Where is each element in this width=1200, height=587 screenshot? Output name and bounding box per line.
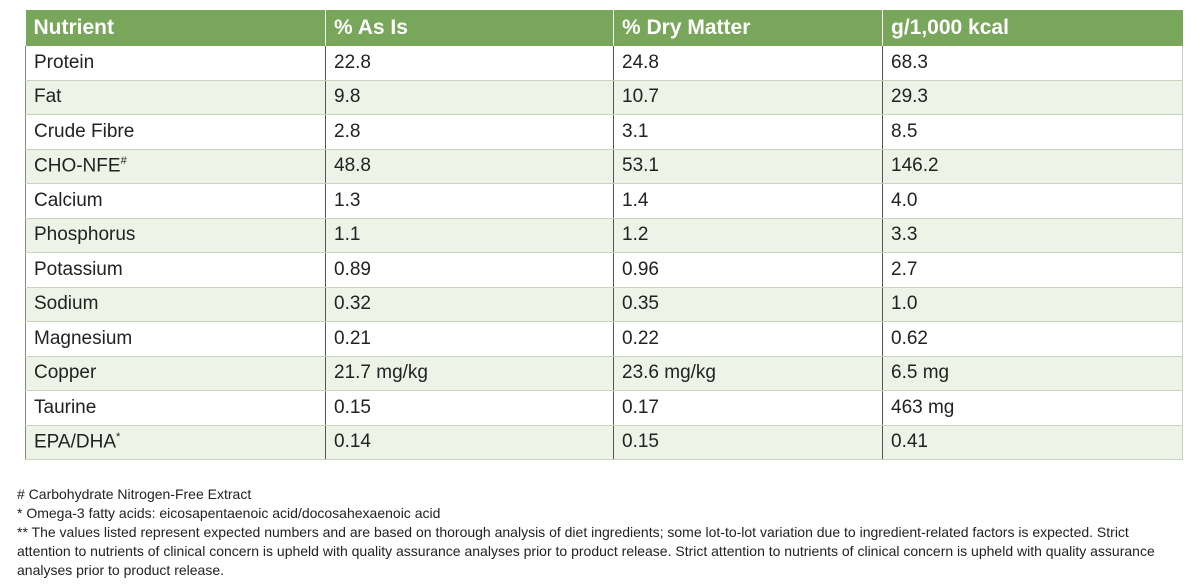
value-cell: 6.5 mg	[882, 356, 1183, 391]
nutrient-name: Phosphorus	[34, 224, 136, 246]
value-cell: 0.96	[613, 252, 883, 288]
value-cell: 0.89	[325, 252, 614, 288]
value-cell: 22.8	[325, 46, 614, 81]
nutrient-name: Taurine	[34, 396, 97, 418]
value-cell: 68.3	[882, 46, 1183, 81]
value-cell: 8.5	[882, 114, 1183, 150]
nutrient-cell: Calcium	[25, 183, 326, 219]
value-cell: 1.1	[325, 218, 614, 253]
nutrient-name: Protein	[34, 51, 95, 73]
table-row: Magnesium 0.21 0.22 0.62	[25, 321, 1183, 357]
value-cell: 1.0	[882, 287, 1183, 322]
nutrient-cell: EPA/DHA*	[25, 425, 326, 460]
footnote-marker: #	[120, 155, 127, 168]
nutrient-cell: Phosphorus	[25, 218, 326, 253]
value-cell: 463 mg	[882, 390, 1183, 426]
nutrient-cell: Taurine	[25, 390, 326, 426]
value-cell: 53.1	[613, 149, 883, 184]
nutrient-cell: Crude Fibre	[25, 114, 326, 150]
value-cell: 48.8	[325, 149, 614, 184]
nutrient-name: Fat	[34, 86, 62, 108]
value-cell: 0.41	[882, 425, 1183, 460]
value-cell: 1.3	[325, 183, 614, 219]
table-row: Fat 9.8 10.7 29.3	[25, 80, 1183, 115]
value-cell: 3.1	[613, 114, 883, 150]
nutrient-name: Potassium	[34, 258, 123, 280]
table-row: CHO-NFE# 48.8 53.1 146.2	[25, 149, 1183, 184]
value-cell: 1.2	[613, 218, 883, 253]
header-cell: g/1,000 kcal	[882, 10, 1183, 46]
value-cell: 3.3	[882, 218, 1183, 253]
header-cell: Nutrient	[25, 10, 326, 46]
header-cell: % As Is	[325, 10, 614, 46]
value-cell: 10.7	[613, 80, 883, 115]
value-cell: 0.32	[325, 287, 614, 322]
value-cell: 1.4	[613, 183, 883, 219]
value-cell: 0.21	[325, 321, 614, 357]
value-cell: 0.17	[613, 390, 883, 426]
header-cell: % Dry Matter	[613, 10, 883, 46]
footnote: # Carbohydrate Nitrogen-Free Extract	[17, 486, 252, 502]
table-body: Protein 22.8 24.8 68.3 Fat 9.8 10.7 29.3 Crude F…	[25, 46, 1183, 460]
nutrient-cell: Magnesium	[25, 321, 326, 357]
table-row: Taurine 0.15 0.17 463 mg	[25, 390, 1183, 426]
value-cell: 24.8	[613, 46, 883, 81]
table-row: Crude Fibre 2.8 3.1 8.5	[25, 114, 1183, 150]
nutrient-name: EPA/DHA	[34, 431, 117, 453]
value-cell: 0.15	[325, 390, 614, 426]
nutrient-name: Copper	[34, 362, 97, 384]
value-cell: 4.0	[882, 183, 1183, 219]
nutrient-name: Calcium	[34, 189, 103, 211]
table-row: Protein 22.8 24.8 68.3	[25, 46, 1183, 81]
value-cell: 29.3	[882, 80, 1183, 115]
value-cell: 0.35	[613, 287, 883, 322]
nutrient-cell: Sodium	[25, 287, 326, 322]
value-cell: 21.7 mg/kg	[325, 356, 614, 391]
footnotes: # Carbohydrate Nitrogen-Free Extract * Om…	[17, 485, 1182, 580]
nutrient-cell: Potassium	[25, 252, 326, 288]
table-row: EPA/DHA* 0.14 0.15 0.41	[25, 425, 1183, 460]
table-row: Calcium 1.3 1.4 4.0	[25, 183, 1183, 219]
table-row: Copper 21.7 mg/kg 23.6 mg/kg 6.5 mg	[25, 356, 1183, 391]
nutrient-name: CHO-NFE	[34, 155, 121, 177]
footnote-marker: *	[116, 431, 121, 444]
nutrient-table: Nutrient% As Is% Dry Matter g/1,000 kcal …	[25, 10, 1183, 460]
nutrient-name: Crude Fibre	[34, 120, 135, 142]
value-cell: 9.8	[325, 80, 614, 115]
footnote: ** The values listed represent expected …	[17, 524, 1155, 578]
value-cell: 0.22	[613, 321, 883, 357]
footnote: * Omega-3 fatty acids: eicosapentaenoic …	[17, 505, 441, 521]
value-cell: 0.15	[613, 425, 883, 460]
value-cell: 2.7	[882, 252, 1183, 288]
value-cell: 0.62	[882, 321, 1183, 357]
nutrient-cell: Copper	[25, 356, 326, 391]
nutrient-name: Magnesium	[34, 327, 133, 349]
header-row: Nutrient% As Is% Dry Matter g/1,000 kcal	[25, 10, 1183, 46]
value-cell: 2.8	[325, 114, 614, 150]
value-cell: 146.2	[882, 149, 1183, 184]
table-header: Nutrient% As Is% Dry Matter g/1,000 kcal	[25, 10, 1183, 46]
nutrient-cell: Protein	[25, 46, 326, 81]
value-cell: 0.14	[325, 425, 614, 460]
nutrient-name: Sodium	[34, 293, 99, 315]
table-row: Sodium 0.32 0.35 1.0	[25, 287, 1183, 322]
nutrient-cell: Fat	[25, 80, 326, 115]
value-cell: 23.6 mg/kg	[613, 356, 883, 391]
table-row: Phosphorus 1.1 1.2 3.3	[25, 218, 1183, 253]
nutrient-cell: CHO-NFE#	[25, 149, 326, 184]
table-row: Potassium 0.89 0.96 2.7	[25, 252, 1183, 288]
